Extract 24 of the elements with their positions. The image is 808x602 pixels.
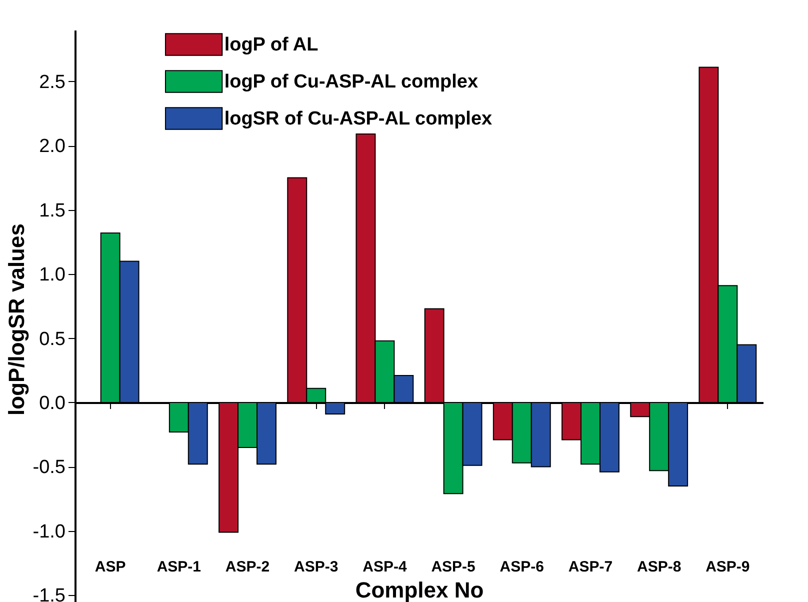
y-tick-label: 2.5 (39, 72, 66, 93)
x-tick-label: ASP-3 (294, 558, 338, 576)
x-tick-label: ASP (94, 558, 126, 576)
x-tick-label: ASP-1 (156, 558, 202, 576)
x-tick-label: ASP-6 (500, 558, 544, 576)
x-tick-label: ASP-9 (706, 558, 750, 576)
y-tick-label: 0.0 (39, 392, 66, 414)
legend-label: logP of AL (224, 34, 319, 56)
x-tick-label: ASP-5 (431, 558, 476, 576)
y-tick-label: -0.5 (32, 457, 66, 478)
y-tick-label: 0.5 (39, 328, 66, 350)
legend-label: logP of Cu-ASP-AL complex (224, 72, 478, 92)
y-axis-title: logP/logSR values (4, 224, 29, 416)
y-tick-label: -1.0 (32, 521, 66, 542)
legend-label: logSR of Cu-ASP-AL complex (224, 108, 493, 130)
y-tick-label: 1.0 (39, 264, 66, 286)
y-tick-label: 1.5 (39, 200, 66, 222)
x-tick-label: ASP-2 (225, 558, 270, 576)
y-tick-label: -1.5 (32, 586, 66, 602)
x-tick-label: ASP-7 (568, 558, 613, 576)
x-axis-title: Complex No (355, 577, 484, 602)
x-tick-label: ASP-4 (362, 558, 408, 576)
x-tick-label: ASP-8 (636, 558, 682, 576)
y-tick-label: 2.0 (39, 136, 66, 158)
